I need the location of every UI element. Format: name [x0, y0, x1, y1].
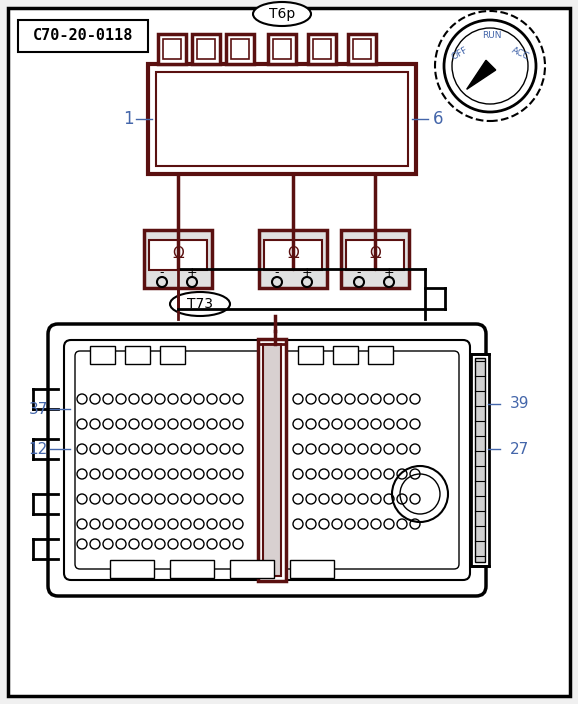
FancyBboxPatch shape	[48, 324, 486, 596]
Text: OFF: OFF	[450, 46, 470, 62]
FancyBboxPatch shape	[64, 340, 470, 580]
FancyBboxPatch shape	[368, 346, 393, 364]
FancyBboxPatch shape	[346, 240, 404, 270]
FancyBboxPatch shape	[268, 34, 296, 64]
Text: 27: 27	[510, 441, 529, 456]
FancyBboxPatch shape	[110, 560, 154, 578]
Polygon shape	[466, 61, 496, 89]
FancyBboxPatch shape	[8, 8, 570, 696]
Text: +: +	[302, 267, 312, 279]
FancyBboxPatch shape	[148, 64, 416, 174]
Text: RUN: RUN	[482, 32, 502, 41]
FancyBboxPatch shape	[258, 339, 286, 581]
Text: 12: 12	[29, 441, 48, 456]
FancyBboxPatch shape	[125, 346, 150, 364]
FancyBboxPatch shape	[333, 346, 358, 364]
Text: -: -	[275, 267, 279, 279]
Text: ACC: ACC	[510, 46, 530, 62]
FancyBboxPatch shape	[230, 560, 274, 578]
FancyBboxPatch shape	[259, 230, 327, 288]
Text: -: -	[357, 267, 361, 279]
Text: Ω: Ω	[287, 246, 299, 260]
FancyBboxPatch shape	[313, 39, 331, 59]
Text: T6p: T6p	[269, 7, 295, 21]
Text: T73: T73	[187, 297, 213, 311]
FancyBboxPatch shape	[158, 34, 186, 64]
FancyBboxPatch shape	[348, 34, 376, 64]
FancyBboxPatch shape	[226, 34, 254, 64]
FancyBboxPatch shape	[75, 351, 459, 569]
FancyBboxPatch shape	[192, 34, 220, 64]
FancyBboxPatch shape	[160, 346, 185, 364]
FancyBboxPatch shape	[163, 39, 181, 59]
Text: 6: 6	[433, 110, 443, 128]
FancyBboxPatch shape	[475, 358, 485, 562]
FancyBboxPatch shape	[290, 560, 334, 578]
FancyBboxPatch shape	[471, 354, 489, 566]
FancyBboxPatch shape	[156, 72, 408, 166]
Text: +: +	[187, 267, 197, 279]
FancyBboxPatch shape	[308, 34, 336, 64]
FancyBboxPatch shape	[264, 240, 322, 270]
FancyBboxPatch shape	[353, 39, 371, 59]
Ellipse shape	[253, 2, 311, 26]
FancyBboxPatch shape	[341, 230, 409, 288]
Text: Ω: Ω	[172, 246, 184, 260]
FancyBboxPatch shape	[170, 560, 214, 578]
FancyBboxPatch shape	[263, 344, 281, 576]
FancyBboxPatch shape	[90, 346, 115, 364]
FancyBboxPatch shape	[144, 230, 212, 288]
FancyBboxPatch shape	[298, 346, 323, 364]
FancyBboxPatch shape	[18, 20, 148, 52]
Text: C70-20-0118: C70-20-0118	[33, 28, 133, 44]
FancyBboxPatch shape	[273, 39, 291, 59]
Ellipse shape	[170, 292, 230, 316]
Text: 37: 37	[29, 401, 48, 417]
Text: 1: 1	[123, 110, 134, 128]
FancyBboxPatch shape	[231, 39, 249, 59]
Text: +: +	[384, 267, 394, 279]
Text: -: -	[160, 267, 164, 279]
Text: Ω: Ω	[369, 246, 381, 260]
Text: 39: 39	[510, 396, 529, 412]
FancyBboxPatch shape	[197, 39, 215, 59]
FancyBboxPatch shape	[149, 240, 207, 270]
